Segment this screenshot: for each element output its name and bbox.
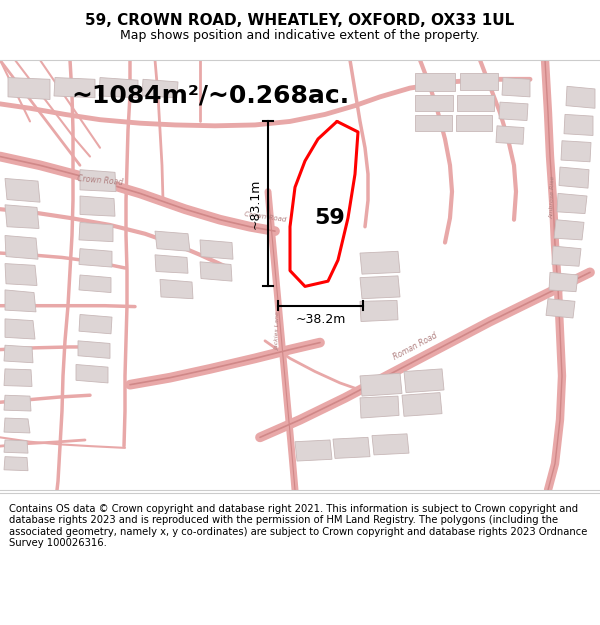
Polygon shape (160, 279, 193, 299)
Polygon shape (200, 240, 233, 259)
Polygon shape (404, 369, 444, 392)
Polygon shape (402, 392, 442, 416)
Polygon shape (79, 314, 112, 334)
Polygon shape (4, 440, 28, 453)
Text: Crown Road: Crown Road (244, 211, 286, 223)
Polygon shape (499, 102, 528, 121)
Polygon shape (456, 115, 492, 131)
Polygon shape (4, 457, 28, 471)
Polygon shape (360, 251, 400, 274)
Polygon shape (549, 272, 578, 292)
Polygon shape (4, 395, 31, 411)
Text: 59: 59 (314, 208, 346, 228)
Polygon shape (566, 86, 595, 108)
Polygon shape (76, 364, 108, 383)
Text: 59, CROWN ROAD, WHEATLEY, OXFORD, OX33 1UL: 59, CROWN ROAD, WHEATLEY, OXFORD, OX33 1… (85, 13, 515, 28)
Polygon shape (415, 115, 452, 131)
Polygon shape (79, 222, 113, 242)
Polygon shape (360, 373, 402, 396)
Polygon shape (415, 95, 453, 111)
Polygon shape (415, 73, 455, 91)
Polygon shape (5, 205, 39, 229)
Polygon shape (552, 246, 581, 266)
Polygon shape (8, 78, 50, 99)
Text: Map shows position and indicative extent of the property.: Map shows position and indicative extent… (120, 29, 480, 42)
Polygon shape (460, 73, 498, 90)
Polygon shape (80, 196, 115, 216)
Polygon shape (5, 319, 35, 339)
Text: Jackies Lane: Jackies Lane (275, 312, 281, 351)
Text: Roman Road: Roman Road (391, 331, 439, 362)
Polygon shape (78, 341, 110, 358)
Polygon shape (546, 299, 575, 318)
Polygon shape (5, 236, 38, 259)
Polygon shape (79, 249, 112, 267)
Polygon shape (54, 78, 95, 98)
Polygon shape (4, 345, 33, 362)
Text: Crown Road: Crown Road (77, 174, 124, 187)
Polygon shape (333, 438, 370, 458)
Polygon shape (564, 114, 593, 136)
Polygon shape (561, 141, 591, 162)
Polygon shape (5, 179, 40, 202)
Polygon shape (80, 170, 116, 192)
Polygon shape (5, 264, 37, 286)
Polygon shape (554, 220, 584, 240)
Text: Ambrose Rise: Ambrose Rise (550, 176, 556, 219)
Polygon shape (155, 231, 190, 251)
Polygon shape (99, 78, 138, 98)
Text: ~38.2m: ~38.2m (295, 312, 346, 326)
Polygon shape (4, 369, 32, 386)
Polygon shape (290, 121, 358, 286)
Text: Contains OS data © Crown copyright and database right 2021. This information is : Contains OS data © Crown copyright and d… (9, 504, 587, 548)
Polygon shape (142, 79, 178, 98)
Polygon shape (372, 434, 409, 455)
Polygon shape (559, 167, 589, 188)
Polygon shape (4, 418, 30, 433)
Polygon shape (155, 255, 188, 273)
Polygon shape (200, 262, 232, 281)
Polygon shape (360, 276, 400, 299)
Polygon shape (457, 95, 494, 111)
Polygon shape (496, 126, 524, 144)
Polygon shape (502, 78, 530, 97)
Polygon shape (295, 440, 332, 461)
Text: ~1084m²/~0.268ac.: ~1084m²/~0.268ac. (71, 83, 349, 107)
Polygon shape (79, 275, 111, 292)
Polygon shape (360, 301, 398, 321)
Polygon shape (360, 396, 399, 418)
Text: ~83.1m: ~83.1m (249, 179, 262, 229)
Polygon shape (5, 290, 36, 312)
Polygon shape (557, 193, 587, 214)
